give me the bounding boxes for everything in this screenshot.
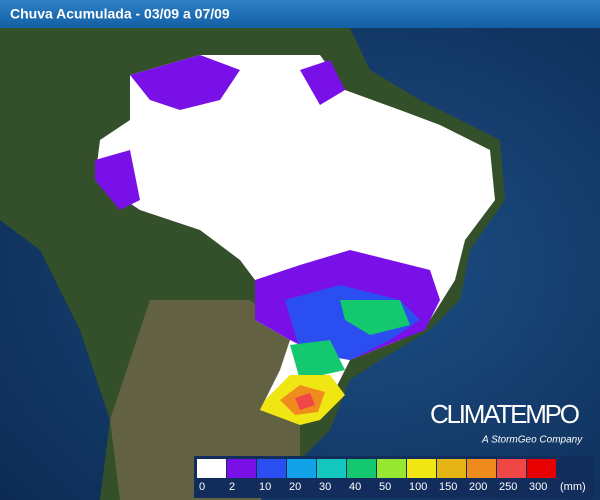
legend-swatch bbox=[527, 459, 556, 478]
legend-label: 20 bbox=[289, 481, 301, 493]
legend-label: 2 bbox=[229, 481, 235, 493]
legend-label: 10 bbox=[259, 481, 271, 493]
rain-2-north bbox=[95, 55, 345, 210]
legend-swatch bbox=[317, 459, 346, 478]
header-bar bbox=[0, 0, 600, 28]
legend-swatch bbox=[437, 459, 466, 478]
legend-swatch bbox=[377, 459, 406, 478]
land-south bbox=[110, 300, 300, 500]
rain-40 bbox=[290, 300, 410, 380]
logo-name: CLIMATEMPO bbox=[430, 399, 580, 429]
legend-swatch bbox=[257, 459, 286, 478]
legend-swatch bbox=[347, 459, 376, 478]
legend-label: 100 bbox=[409, 481, 427, 493]
rain-250 bbox=[295, 393, 315, 410]
legend-label: 150 bbox=[439, 481, 457, 493]
legend-swatch bbox=[467, 459, 496, 478]
legend-label: 40 bbox=[349, 481, 361, 493]
legend-swatch bbox=[497, 459, 526, 478]
legend-swatch bbox=[227, 459, 256, 478]
legend-label: 50 bbox=[379, 481, 391, 493]
legend-unit: (mm) bbox=[560, 481, 586, 493]
legend-label: 30 bbox=[319, 481, 331, 493]
logo-tagline: A StormGeo Company bbox=[481, 435, 583, 446]
legend-label: 250 bbox=[499, 481, 517, 493]
legend-swatch bbox=[287, 459, 316, 478]
legend-label: 300 bbox=[529, 481, 547, 493]
header-title: Chuva Acumulada - 03/09 a 07/09 bbox=[10, 6, 230, 22]
legend-swatch bbox=[407, 459, 436, 478]
legend-label: 0 bbox=[199, 481, 205, 493]
legend-swatch bbox=[197, 459, 226, 478]
legend: 0 2 10 20 30 40 50 100 150 200 250 300 bbox=[197, 459, 556, 493]
legend-label: 200 bbox=[469, 481, 487, 493]
